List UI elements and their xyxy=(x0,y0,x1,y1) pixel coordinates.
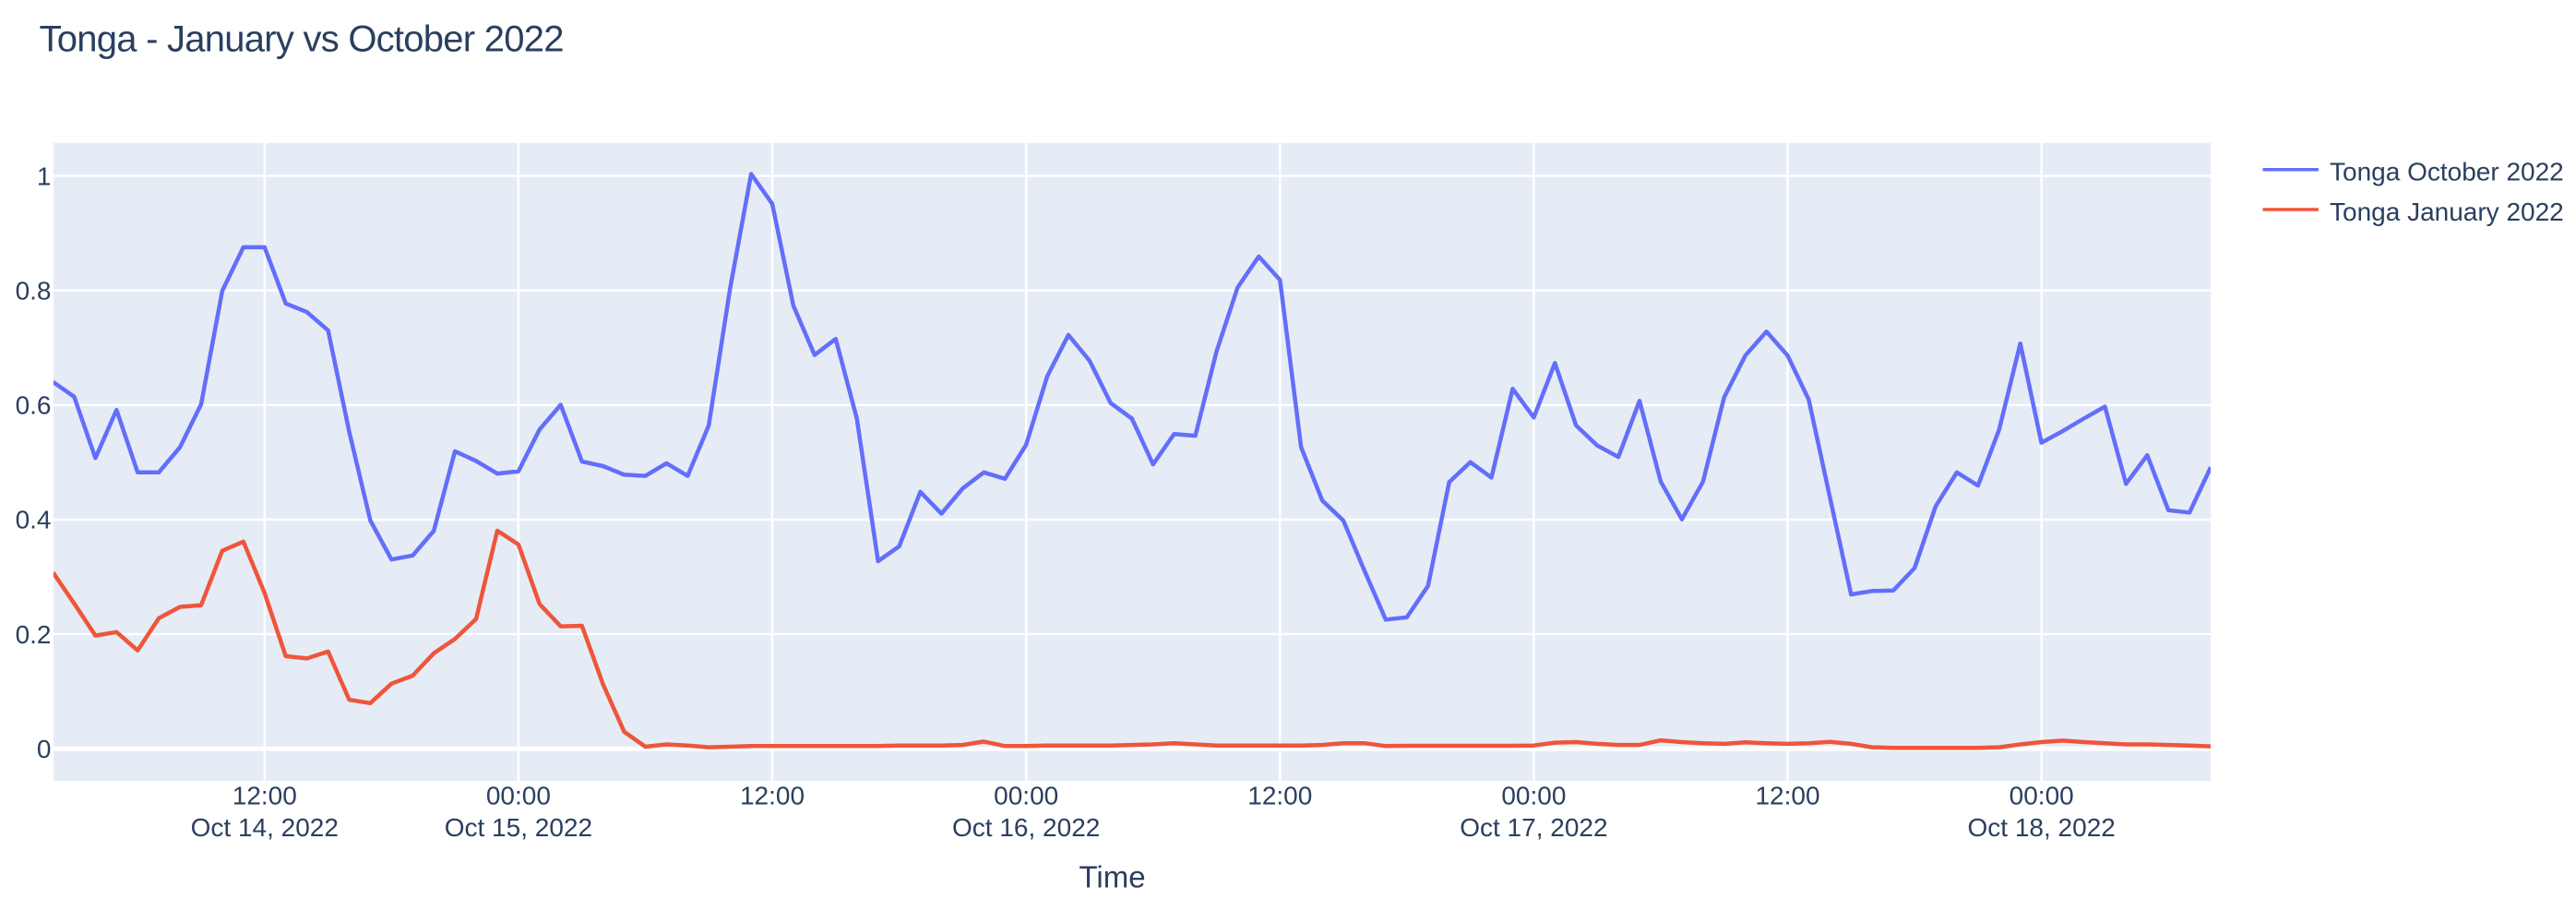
svg-text:0.2: 0.2 xyxy=(16,620,52,649)
svg-text:Tonga October 2022: Tonga October 2022 xyxy=(2330,157,2564,186)
svg-text:Tonga - January vs October 202: Tonga - January vs October 2022 xyxy=(40,19,564,60)
svg-text:12:00: 12:00 xyxy=(233,782,297,810)
svg-text:0: 0 xyxy=(37,735,52,763)
svg-text:00:00: 00:00 xyxy=(2010,782,2074,810)
svg-text:0.4: 0.4 xyxy=(16,506,52,534)
svg-text:00:00: 00:00 xyxy=(486,782,551,810)
svg-text:00:00: 00:00 xyxy=(994,782,1058,810)
svg-text:00:00: 00:00 xyxy=(1501,782,1566,810)
svg-text:12:00: 12:00 xyxy=(1755,782,1819,810)
svg-text:Oct 15, 2022: Oct 15, 2022 xyxy=(445,813,592,842)
svg-text:Oct 17, 2022: Oct 17, 2022 xyxy=(1460,813,1607,842)
svg-text:Oct 14, 2022: Oct 14, 2022 xyxy=(191,813,339,842)
svg-text:12:00: 12:00 xyxy=(1247,782,1312,810)
svg-text:Oct 18, 2022: Oct 18, 2022 xyxy=(1968,813,2116,842)
svg-text:0.6: 0.6 xyxy=(16,391,52,420)
svg-text:Tonga January 2022: Tonga January 2022 xyxy=(2330,198,2564,226)
svg-text:0.8: 0.8 xyxy=(16,276,52,305)
svg-text:Oct 16, 2022: Oct 16, 2022 xyxy=(952,813,1100,842)
svg-text:12:00: 12:00 xyxy=(740,782,805,810)
svg-text:1: 1 xyxy=(37,162,52,190)
svg-text:Time: Time xyxy=(1079,860,1146,894)
